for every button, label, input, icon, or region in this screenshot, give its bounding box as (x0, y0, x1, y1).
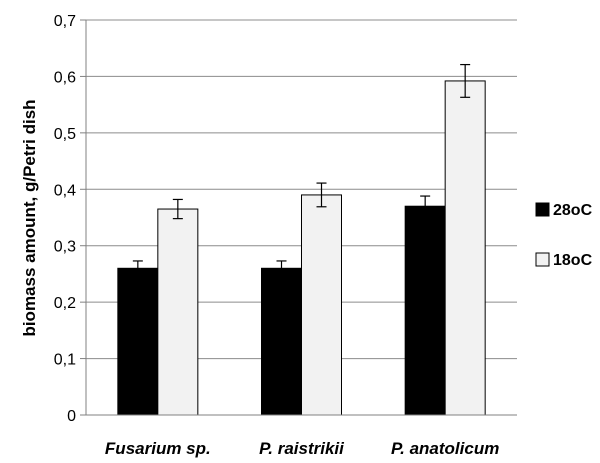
bar-28oC-0 (117, 267, 159, 416)
category-labels: Fusarium sp. P. raistrikii P. anatolicum (105, 439, 499, 458)
bar-28oC-2 (404, 205, 446, 416)
category-label: P. anatolicum (391, 439, 499, 458)
legend-label: 18oC (553, 252, 593, 269)
y-axis-title: biomass amount, g/Petri dish (20, 99, 39, 336)
y-tick-label: 0,4 (54, 182, 76, 199)
category-label: P. raistrikii (259, 439, 345, 458)
y-tick-label: 0,3 (54, 239, 76, 256)
y-tick-labels: 0 0,1 0,2 0,3 0,4 0,5 0,6 0,7 (54, 13, 76, 425)
legend: 28oC 18oC (535, 202, 593, 269)
bar-18oC-0 (157, 208, 199, 416)
bars (117, 63, 486, 416)
legend-label: 28oC (553, 202, 593, 219)
bar-18oC-2 (444, 80, 486, 416)
y-tick-label: 0,1 (54, 352, 76, 369)
y-tick-label: 0,7 (54, 13, 76, 30)
bar-28oC-1 (261, 267, 302, 416)
y-tick-label: 0,5 (54, 126, 76, 143)
y-tick-label: 0 (67, 408, 76, 425)
category-label: Fusarium sp. (105, 439, 211, 458)
y-tick-label: 0,6 (54, 69, 76, 86)
legend-swatch (535, 252, 550, 267)
legend-swatch (535, 202, 550, 217)
y-tick-label: 0,2 (54, 295, 76, 312)
bar-18oC-1 (301, 194, 342, 416)
axes (80, 19, 517, 416)
